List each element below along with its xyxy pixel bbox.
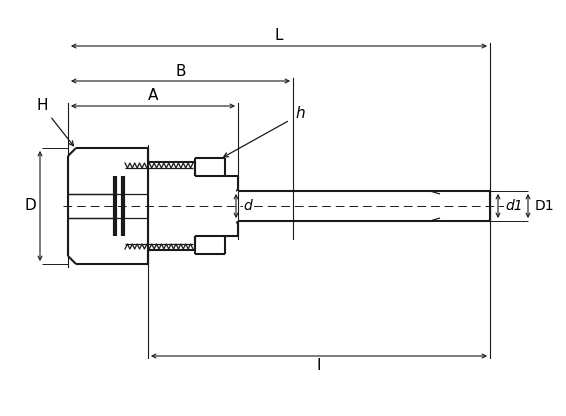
Text: D1: D1: [534, 199, 554, 213]
Text: A: A: [148, 89, 158, 104]
Text: B: B: [175, 64, 186, 79]
Text: L: L: [275, 29, 283, 44]
Text: I: I: [317, 359, 321, 374]
Text: D: D: [24, 198, 36, 213]
Text: d1: d1: [505, 199, 523, 213]
Text: d: d: [243, 199, 252, 213]
Text: H: H: [36, 99, 48, 114]
Text: h: h: [295, 106, 305, 121]
